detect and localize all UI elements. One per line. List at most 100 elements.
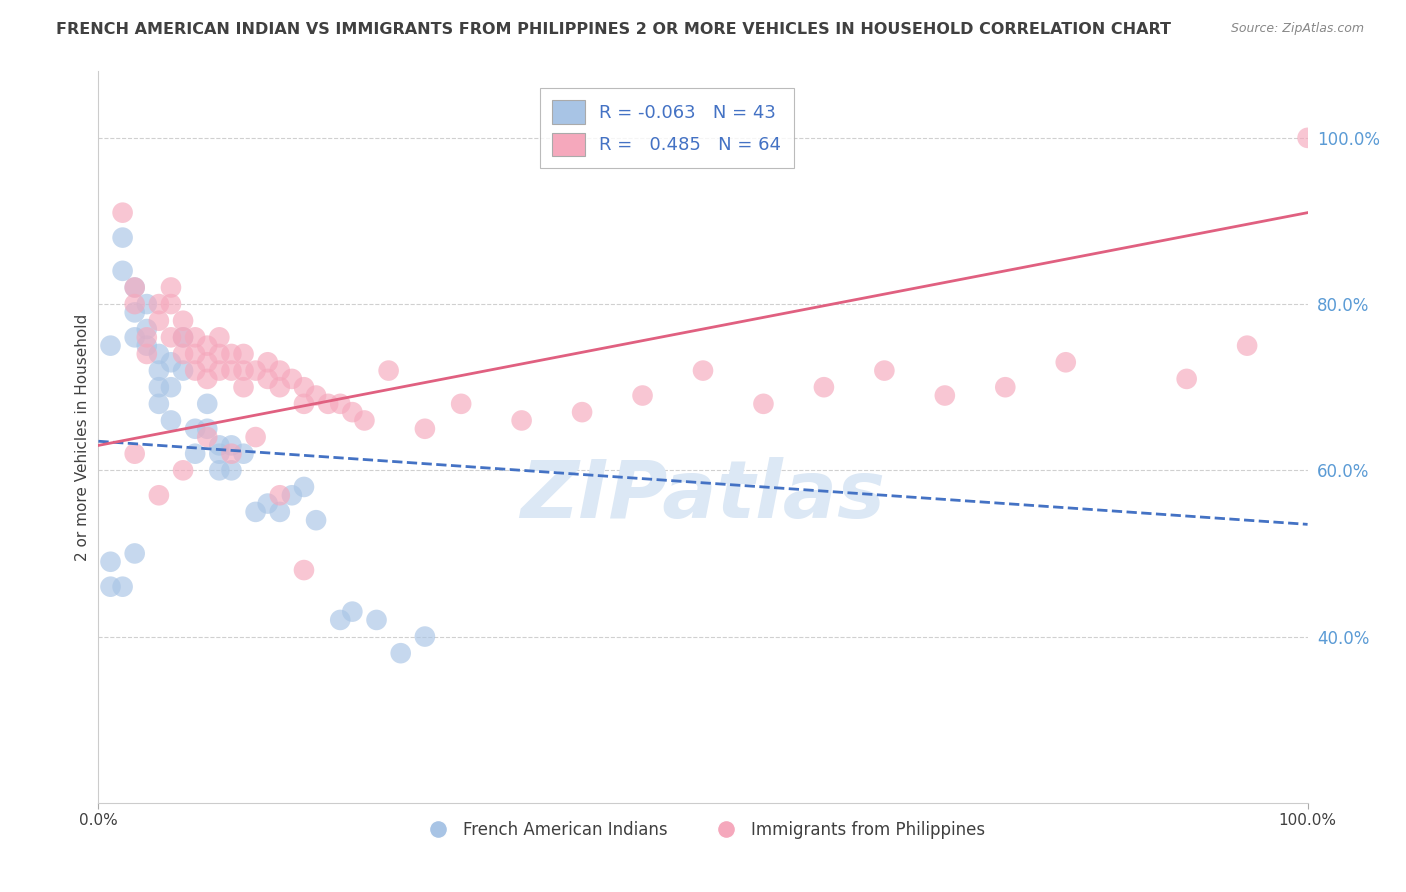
Point xyxy=(135,338,157,352)
Point xyxy=(994,380,1017,394)
Text: Source: ZipAtlas.com: Source: ZipAtlas.com xyxy=(1230,22,1364,36)
Point xyxy=(135,347,157,361)
Point xyxy=(100,555,122,569)
Point xyxy=(208,447,231,461)
Point xyxy=(752,397,775,411)
Point xyxy=(208,463,231,477)
Point xyxy=(377,363,399,377)
Point xyxy=(221,347,243,361)
Point xyxy=(329,397,352,411)
Point xyxy=(256,355,278,369)
Point xyxy=(413,630,436,644)
Point xyxy=(389,646,412,660)
Point xyxy=(160,330,183,344)
Point xyxy=(305,388,328,402)
Point xyxy=(510,413,533,427)
Point xyxy=(124,305,146,319)
Point xyxy=(172,363,194,377)
Point xyxy=(172,330,194,344)
Point xyxy=(232,380,254,394)
Point xyxy=(184,347,207,361)
Point xyxy=(195,422,218,436)
Point xyxy=(281,372,304,386)
Point xyxy=(124,280,146,294)
Point xyxy=(184,330,207,344)
Point xyxy=(195,372,218,386)
Point xyxy=(221,363,243,377)
Point xyxy=(124,546,146,560)
Point xyxy=(111,205,134,219)
Point xyxy=(232,363,254,377)
Point xyxy=(172,314,194,328)
Point xyxy=(208,363,231,377)
Point xyxy=(172,347,194,361)
Point xyxy=(208,347,231,361)
Point xyxy=(195,355,218,369)
Point xyxy=(221,447,243,461)
Point xyxy=(873,363,896,377)
Point xyxy=(135,330,157,344)
Point xyxy=(111,580,134,594)
Point xyxy=(160,280,183,294)
Point xyxy=(135,322,157,336)
Point xyxy=(269,363,291,377)
Point xyxy=(413,422,436,436)
Point xyxy=(124,330,146,344)
Point xyxy=(111,230,134,244)
Legend: French American Indians, Immigrants from Philippines: French American Indians, Immigrants from… xyxy=(415,814,991,846)
Point xyxy=(292,563,315,577)
Point xyxy=(184,422,207,436)
Point xyxy=(631,388,654,402)
Point xyxy=(221,438,243,452)
Point xyxy=(124,447,146,461)
Point xyxy=(342,405,364,419)
Point xyxy=(195,430,218,444)
Point xyxy=(111,264,134,278)
Point xyxy=(1236,338,1258,352)
Point xyxy=(269,505,291,519)
Point xyxy=(148,488,170,502)
Text: FRENCH AMERICAN INDIAN VS IMMIGRANTS FROM PHILIPPINES 2 OR MORE VEHICLES IN HOUS: FRENCH AMERICAN INDIAN VS IMMIGRANTS FRO… xyxy=(56,22,1171,37)
Point xyxy=(292,397,315,411)
Point xyxy=(692,363,714,377)
Point xyxy=(172,463,194,477)
Point xyxy=(269,488,291,502)
Point xyxy=(160,355,183,369)
Text: ZIPatlas: ZIPatlas xyxy=(520,457,886,534)
Point xyxy=(232,447,254,461)
Point xyxy=(353,413,375,427)
Point xyxy=(256,497,278,511)
Point xyxy=(281,488,304,502)
Point xyxy=(329,613,352,627)
Point xyxy=(172,330,194,344)
Point xyxy=(245,363,267,377)
Point xyxy=(292,480,315,494)
Point xyxy=(195,338,218,352)
Point xyxy=(269,380,291,394)
Point xyxy=(208,330,231,344)
Point xyxy=(934,388,956,402)
Point xyxy=(184,363,207,377)
Point xyxy=(148,380,170,394)
Point xyxy=(208,438,231,452)
Point xyxy=(256,372,278,386)
Point xyxy=(135,297,157,311)
Point xyxy=(100,338,122,352)
Point xyxy=(232,347,254,361)
Point xyxy=(571,405,593,419)
Point xyxy=(124,280,146,294)
Point xyxy=(1175,372,1198,386)
Point xyxy=(148,297,170,311)
Point xyxy=(160,413,183,427)
Point xyxy=(124,297,146,311)
Point xyxy=(148,314,170,328)
Point xyxy=(195,397,218,411)
Point xyxy=(1296,131,1319,145)
Point xyxy=(100,580,122,594)
Point xyxy=(366,613,388,627)
Point xyxy=(316,397,339,411)
Point xyxy=(292,380,315,394)
Y-axis label: 2 or more Vehicles in Household: 2 or more Vehicles in Household xyxy=(75,313,90,561)
Point xyxy=(221,463,243,477)
Point xyxy=(184,447,207,461)
